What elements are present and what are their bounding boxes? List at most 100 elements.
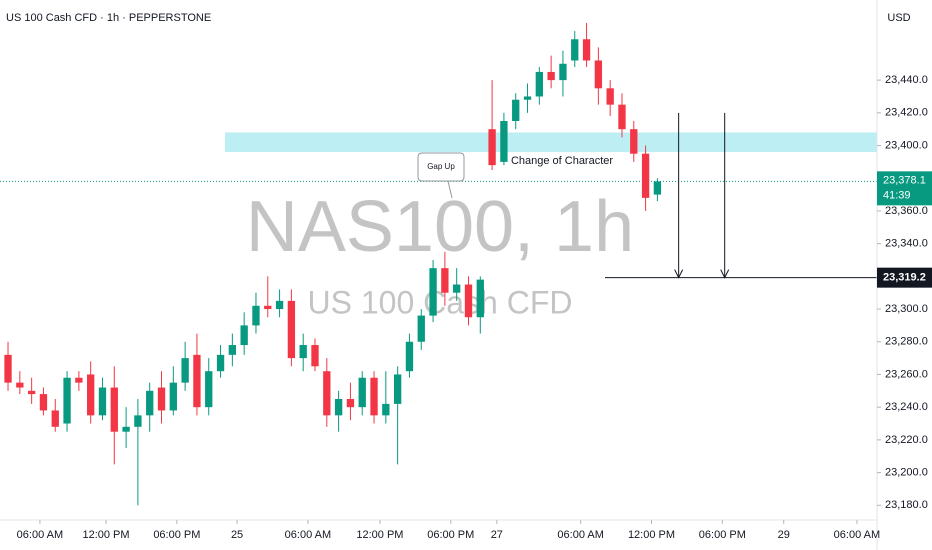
x-tick-label: 12:00 PM xyxy=(628,529,675,541)
x-tick-label: 29 xyxy=(778,529,790,541)
arrow-head xyxy=(720,269,730,279)
candle-body xyxy=(122,426,130,432)
candle-body xyxy=(157,387,166,411)
countdown-label: 41:39 xyxy=(883,189,911,201)
x-tick-label: 06:00 AM xyxy=(285,529,331,541)
y-tick-label: 23,360.0 xyxy=(885,205,928,217)
x-tick-label: 06:00 PM xyxy=(699,529,746,541)
candle-body xyxy=(51,410,59,427)
x-tick-label: 25 xyxy=(231,529,243,541)
candle-body xyxy=(630,129,638,154)
candle-body xyxy=(4,354,12,383)
x-tick-label: 06:00 AM xyxy=(834,529,880,541)
candle-body xyxy=(476,279,484,318)
candle-body xyxy=(334,398,343,416)
candle-body xyxy=(275,300,284,310)
candle-body xyxy=(441,268,449,293)
target-price-label: 23,319.2 xyxy=(883,272,926,284)
candle-body xyxy=(393,374,402,404)
candle-body xyxy=(16,382,24,388)
gap-callout: Gap Up xyxy=(417,152,465,199)
candle-body xyxy=(252,305,260,326)
candle-body xyxy=(559,63,567,81)
x-tick-label: 06:00 AM xyxy=(557,529,603,541)
candle-body xyxy=(417,315,425,342)
candle-body xyxy=(216,354,225,372)
currency-label: USD xyxy=(887,12,910,24)
candle-body xyxy=(264,305,272,310)
callout-box xyxy=(417,152,465,182)
candle-body xyxy=(98,387,107,416)
y-tick-label: 23,180.0 xyxy=(885,499,928,511)
x-tick-label: 06:00 AM xyxy=(17,529,63,541)
candle-body xyxy=(594,60,603,89)
candle-body xyxy=(488,129,496,166)
watermark: NAS100, 1h US 100 Cash CFD xyxy=(246,187,634,320)
candle-body xyxy=(512,99,520,122)
candle-body xyxy=(63,377,71,424)
candle-body xyxy=(464,284,473,318)
candle-body xyxy=(618,104,626,130)
candle-body xyxy=(27,390,36,395)
candle-body xyxy=(134,415,142,427)
y-tick-label: 23,340.0 xyxy=(885,238,928,250)
x-tick-label: 06:00 PM xyxy=(427,529,474,541)
candle-body xyxy=(582,39,591,61)
candle-body xyxy=(453,284,461,293)
candle-body xyxy=(500,121,508,162)
y-tick-label: 23,440.0 xyxy=(885,74,928,86)
candle-body xyxy=(146,390,154,416)
candle-body xyxy=(240,325,248,346)
candle-body xyxy=(311,345,319,367)
candle-body xyxy=(606,88,614,105)
candle-body xyxy=(429,268,437,316)
candle-body xyxy=(547,71,555,81)
candle-body xyxy=(299,345,307,359)
candle-body xyxy=(370,377,378,416)
watermark-subtitle: US 100 Cash CFD xyxy=(308,284,573,320)
watermark-text: NAS100, 1h xyxy=(246,187,634,267)
candle-body xyxy=(228,345,237,355)
y-tick-label: 23,220.0 xyxy=(885,434,928,446)
last-price-box xyxy=(877,171,932,206)
candle-body xyxy=(75,377,83,383)
y-tick-label: 23,200.0 xyxy=(885,466,928,478)
candle-body xyxy=(39,394,48,411)
candle-body xyxy=(87,374,95,416)
y-tick-label: 23,420.0 xyxy=(885,107,928,119)
y-tick-label: 23,260.0 xyxy=(885,368,928,380)
candle-body xyxy=(346,398,355,408)
arrow-head xyxy=(674,269,684,279)
y-tick-label: 23,280.0 xyxy=(885,336,928,348)
candle-body xyxy=(193,354,201,408)
y-tick-label: 23,240.0 xyxy=(885,401,928,413)
supply-zone xyxy=(225,132,877,153)
x-tick-label: 12:00 PM xyxy=(82,529,129,541)
candle-body xyxy=(169,382,177,411)
candle-body xyxy=(287,300,296,359)
candle-body xyxy=(535,71,543,97)
callout-text: Gap Up xyxy=(427,162,455,171)
y-tick-label: 23,400.0 xyxy=(885,139,928,151)
candle-body xyxy=(523,96,532,100)
candle-body xyxy=(641,153,650,198)
candle-body xyxy=(405,341,414,372)
candle-body xyxy=(205,371,213,408)
candle-body xyxy=(653,181,662,195)
x-tick-label: 12:00 PM xyxy=(356,529,403,541)
plot-area xyxy=(0,22,877,506)
candle-body xyxy=(571,39,579,61)
x-tick-label: 27 xyxy=(491,529,503,541)
annotation-text: Change of Character xyxy=(511,155,613,167)
candle-body xyxy=(382,403,390,416)
chart-title: US 100 Cash CFD · 1h · PEPPERSTONE xyxy=(6,12,211,24)
candle-body xyxy=(110,387,118,432)
callout-pointer xyxy=(447,180,453,199)
x-tick-label: 06:00 PM xyxy=(153,529,200,541)
candle-body xyxy=(358,377,366,408)
candle-body xyxy=(181,358,189,383)
target-price-box xyxy=(877,267,932,288)
